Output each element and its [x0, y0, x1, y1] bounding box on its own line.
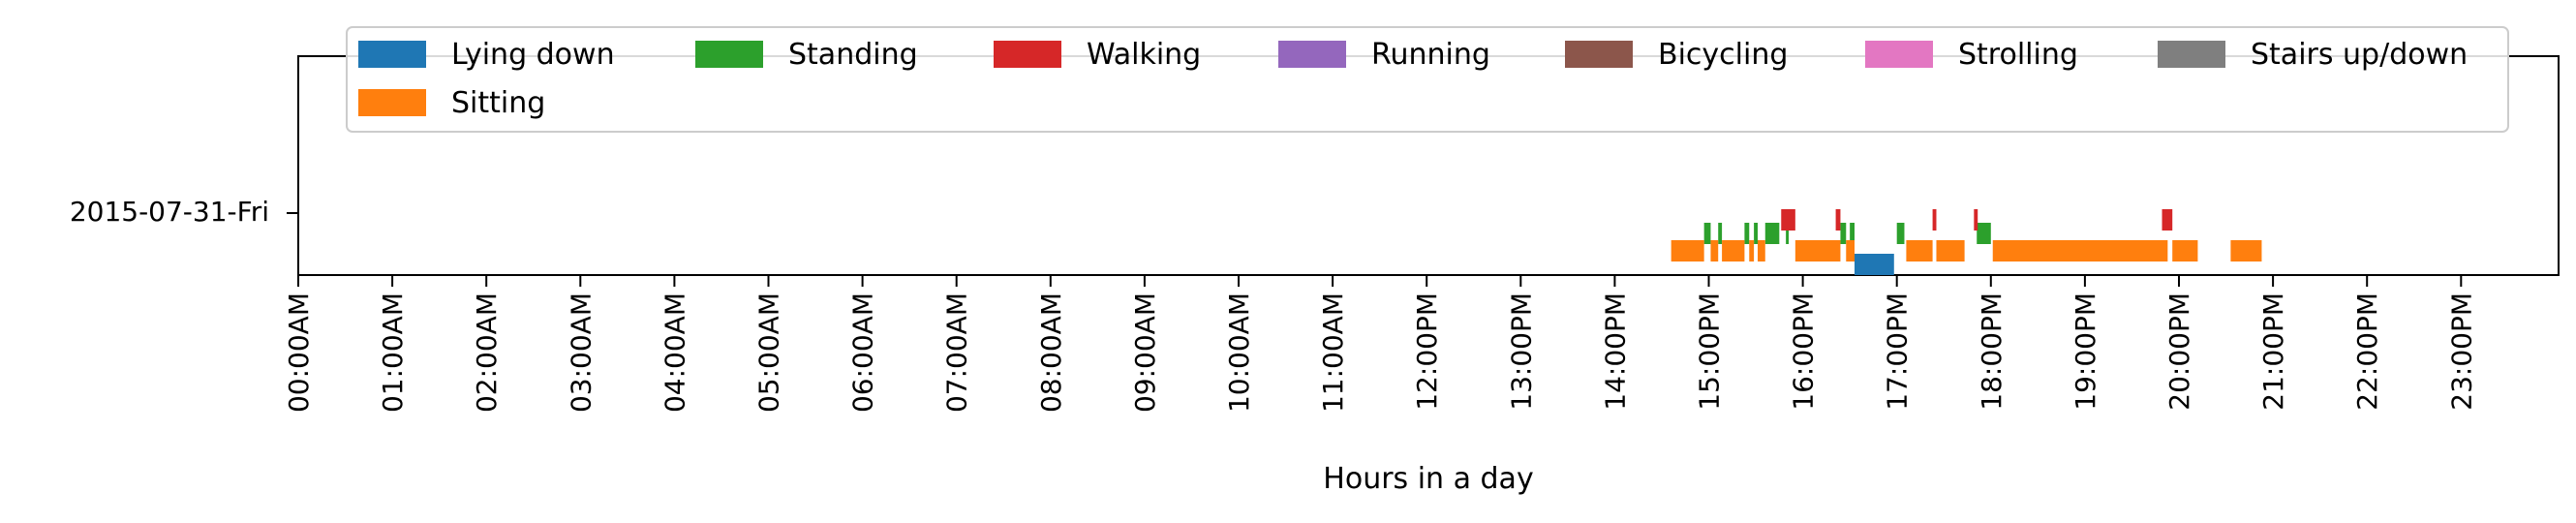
bar-sitting [1749, 240, 1755, 262]
bar-standing [1850, 223, 1855, 244]
bar-standing [1840, 223, 1847, 244]
bar-sitting [2172, 240, 2198, 262]
legend-label-standing: Standing [788, 38, 918, 72]
bar-standing [1764, 223, 1780, 244]
bar-sitting [1757, 240, 1765, 262]
legend-label-bicycling: Bicycling [1658, 38, 1788, 72]
x-tick-label: 14:00PM [1599, 292, 1631, 411]
bar-walking [1835, 209, 1841, 231]
legend-label-sitting: Sitting [451, 86, 545, 120]
bar-standing [1718, 223, 1723, 244]
x-tick-label: 22:00PM [2351, 292, 2383, 411]
legend-label-strolling: Strolling [1958, 38, 2078, 72]
x-tick-label: 10:00AM [1223, 292, 1255, 413]
x-tick-label: 23:00PM [2445, 292, 2477, 411]
legend-swatch-lying-down [358, 41, 426, 68]
legend-label-running: Running [1371, 38, 1490, 72]
x-tick-label: 20:00PM [2163, 292, 2195, 411]
legend-swatch-running [1278, 41, 1346, 68]
x-tick-label: 09:00AM [1129, 292, 1161, 413]
x-tick-label: 19:00PM [2070, 292, 2101, 411]
bar-walking [1932, 209, 1937, 231]
legend-label-stairs-up-down: Stairs up/down [2251, 38, 2468, 72]
legend-swatch-stairs-up-down [2158, 41, 2225, 68]
x-tick-label: 01:00AM [377, 292, 409, 413]
bar-walking [1974, 209, 1978, 231]
bar-standing [1977, 223, 1991, 244]
bar-lying-down [1855, 254, 1894, 275]
bar-sitting [1794, 240, 1841, 262]
bar-sitting [1722, 240, 1745, 262]
bar-standing [1786, 223, 1790, 244]
bar-sitting [1846, 240, 1855, 262]
x-axis: 00:00AM 01:00AM 02:00AM 03:00AM 04:00AM 05:00… [283, 275, 2477, 413]
x-tick-label: 04:00AM [659, 292, 690, 413]
bar-sitting [1906, 240, 1933, 262]
y-axis: 2015-07-31-Fri [70, 196, 298, 228]
bar-sitting [1671, 240, 1704, 262]
bar-standing [1744, 223, 1750, 244]
x-tick-label: 16:00PM [1788, 292, 1820, 411]
x-tick-label: 03:00AM [565, 292, 597, 413]
legend-swatch-walking [994, 41, 1061, 68]
bar-sitting [2230, 240, 2262, 262]
x-tick-label: 05:00AM [753, 292, 785, 413]
legend-label-walking: Walking [1087, 38, 1201, 72]
plot-area [297, 55, 2560, 276]
bar-standing [1896, 223, 1905, 244]
x-tick-label: 07:00AM [941, 292, 973, 413]
x-axis-label: Hours in a day [1323, 462, 1533, 496]
legend-frame [346, 26, 2509, 133]
legend-label-lying-down: Lying down [451, 38, 615, 72]
x-tick-label: 02:00AM [471, 292, 503, 413]
bar-walking [2162, 209, 2173, 231]
x-tick-label: 13:00PM [1505, 292, 1537, 411]
legend: Lying down Standing Walking Running Bicyclin… [346, 26, 2509, 133]
x-tick-label: 15:00PM [1694, 292, 1726, 411]
bar-sitting [1936, 240, 1965, 262]
legend-swatch-bicycling [1565, 41, 1633, 68]
x-tick-label: 00:00AM [283, 292, 315, 413]
bar-walking [1781, 209, 1795, 231]
x-tick-label: 17:00PM [1882, 292, 1914, 411]
x-tick-label: 08:00AM [1035, 292, 1067, 413]
y-tick-label: 2015-07-31-Fri [70, 196, 269, 228]
bar-standing [1703, 223, 1711, 244]
legend-swatch-sitting [358, 89, 426, 116]
x-tick-label: 21:00PM [2257, 292, 2289, 411]
legend-swatch-standing [695, 41, 763, 68]
x-tick-label: 06:00AM [847, 292, 879, 413]
bar-standing [1754, 223, 1758, 244]
x-tick-label: 12:00PM [1411, 292, 1443, 411]
x-tick-label: 18:00PM [1976, 292, 2008, 411]
activity-bars [1671, 209, 2262, 275]
bar-sitting [1710, 240, 1719, 262]
legend-swatch-strolling [1865, 41, 1933, 68]
x-tick-label: 11:00AM [1317, 292, 1349, 413]
bar-sitting [1992, 240, 2168, 262]
